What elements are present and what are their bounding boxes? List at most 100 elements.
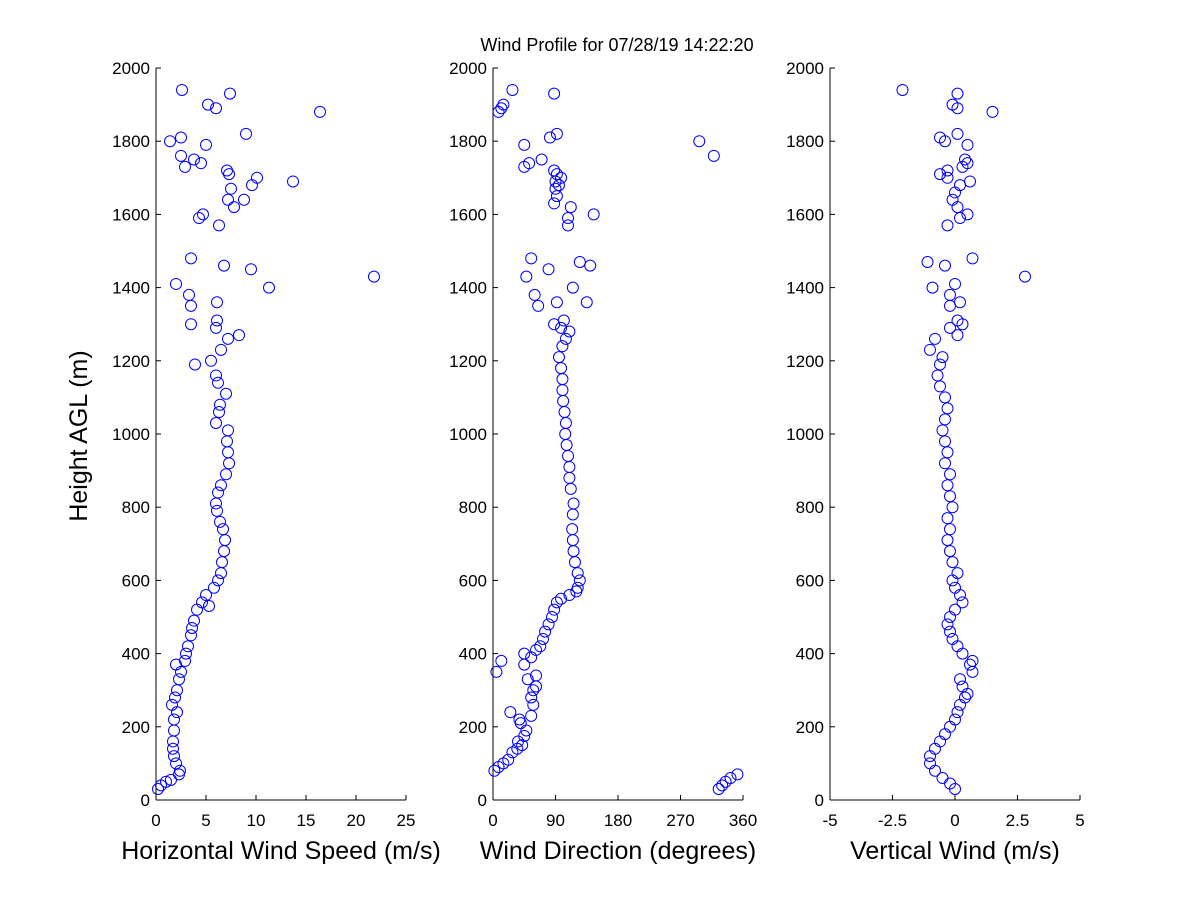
data-point bbox=[179, 654, 191, 667]
data-point bbox=[211, 296, 223, 309]
data-point bbox=[222, 193, 234, 206]
data-point bbox=[488, 764, 501, 777]
data-point bbox=[926, 281, 939, 294]
data-point bbox=[213, 406, 225, 419]
data-point bbox=[537, 632, 549, 645]
data-point bbox=[941, 219, 954, 232]
data-point bbox=[951, 706, 964, 719]
y-tick-label: 1800 bbox=[449, 132, 487, 151]
data-point bbox=[946, 632, 959, 645]
data-point bbox=[946, 501, 959, 514]
data-point bbox=[571, 567, 584, 580]
data-point bbox=[168, 750, 180, 763]
data-point bbox=[966, 654, 979, 667]
data-point bbox=[939, 413, 951, 426]
data-point bbox=[245, 263, 257, 276]
data-point bbox=[170, 277, 182, 290]
data-point bbox=[566, 523, 579, 536]
data-point bbox=[220, 387, 232, 400]
data-point bbox=[518, 647, 531, 660]
data-point bbox=[210, 417, 222, 430]
data-point bbox=[693, 135, 706, 148]
data-point bbox=[521, 673, 534, 686]
y-tick-label: 600 bbox=[796, 571, 824, 590]
data-point bbox=[213, 219, 225, 232]
data-point bbox=[189, 358, 201, 371]
data-point bbox=[185, 318, 197, 331]
data-point bbox=[944, 321, 956, 334]
data-point bbox=[165, 773, 177, 786]
data-point bbox=[956, 680, 969, 693]
data-point bbox=[314, 105, 326, 118]
data-point bbox=[964, 175, 976, 188]
data-point bbox=[924, 343, 936, 356]
data-point bbox=[164, 135, 176, 148]
data-point bbox=[951, 567, 964, 580]
data-point bbox=[167, 742, 179, 755]
data-point bbox=[959, 153, 971, 166]
y-tick-label: 0 bbox=[478, 791, 487, 810]
y-tick-label: 1600 bbox=[112, 205, 150, 224]
data-point bbox=[951, 87, 964, 100]
data-point bbox=[564, 201, 577, 214]
data-point bbox=[188, 153, 200, 166]
data-point bbox=[210, 102, 222, 115]
x-tick-label: -5 bbox=[822, 811, 837, 830]
data-point bbox=[944, 625, 956, 638]
data-point bbox=[220, 468, 232, 481]
y-tick-label: 800 bbox=[459, 498, 487, 517]
x-tick-label: 20 bbox=[347, 811, 366, 830]
data-point bbox=[941, 402, 954, 415]
data-point bbox=[495, 654, 508, 667]
data-point bbox=[563, 325, 576, 338]
data-point bbox=[210, 321, 222, 334]
y-tick-label: 0 bbox=[815, 791, 824, 810]
y-tick-label: 200 bbox=[796, 718, 824, 737]
y-tick-label: 1400 bbox=[112, 279, 150, 298]
data-point bbox=[896, 83, 909, 96]
y-tick-label: 1000 bbox=[112, 425, 150, 444]
data-point bbox=[528, 288, 541, 301]
data-point bbox=[936, 424, 949, 437]
x-tick-label: 360 bbox=[729, 811, 757, 830]
data-point bbox=[166, 698, 178, 711]
y-tick-label: 1400 bbox=[786, 279, 824, 298]
y-tick-label: 800 bbox=[122, 498, 150, 517]
y-tick-label: 400 bbox=[796, 645, 824, 664]
data-point bbox=[173, 673, 185, 686]
data-point bbox=[518, 138, 531, 151]
y-tick-label: 400 bbox=[459, 645, 487, 664]
data-point bbox=[941, 534, 954, 547]
data-point bbox=[549, 182, 562, 195]
data-point bbox=[929, 332, 941, 345]
data-point bbox=[548, 197, 561, 210]
data-point bbox=[946, 98, 959, 111]
data-point bbox=[573, 574, 586, 587]
data-point bbox=[186, 621, 198, 634]
x-tick-label: 270 bbox=[666, 811, 694, 830]
data-point bbox=[712, 783, 725, 796]
data-point bbox=[504, 706, 517, 719]
data-point bbox=[939, 259, 951, 272]
data-point bbox=[584, 259, 597, 272]
data-point bbox=[212, 486, 224, 499]
data-point bbox=[205, 354, 217, 367]
data-point bbox=[518, 729, 531, 742]
data-point bbox=[555, 321, 568, 334]
data-point bbox=[175, 149, 187, 162]
x-tick-label: 5 bbox=[201, 811, 210, 830]
data-point bbox=[185, 252, 197, 265]
data-point bbox=[550, 127, 563, 140]
data-point bbox=[211, 504, 223, 517]
y-tick-label: 1000 bbox=[449, 425, 487, 444]
data-point bbox=[251, 171, 263, 184]
data-point bbox=[532, 299, 545, 312]
x-tick-label: 0 bbox=[488, 811, 497, 830]
data-point bbox=[941, 446, 954, 459]
data-point bbox=[527, 698, 540, 711]
data-point bbox=[716, 779, 729, 792]
figure-title: Wind Profile for 07/28/19 14:22:20 bbox=[480, 35, 753, 55]
data-point bbox=[202, 98, 214, 111]
horizontal-wind-speed-panel: 0 200 400 600 800 1000 1200 1400 1600 1800 2000 0 5 1… bbox=[112, 59, 441, 865]
data-point bbox=[169, 691, 181, 704]
